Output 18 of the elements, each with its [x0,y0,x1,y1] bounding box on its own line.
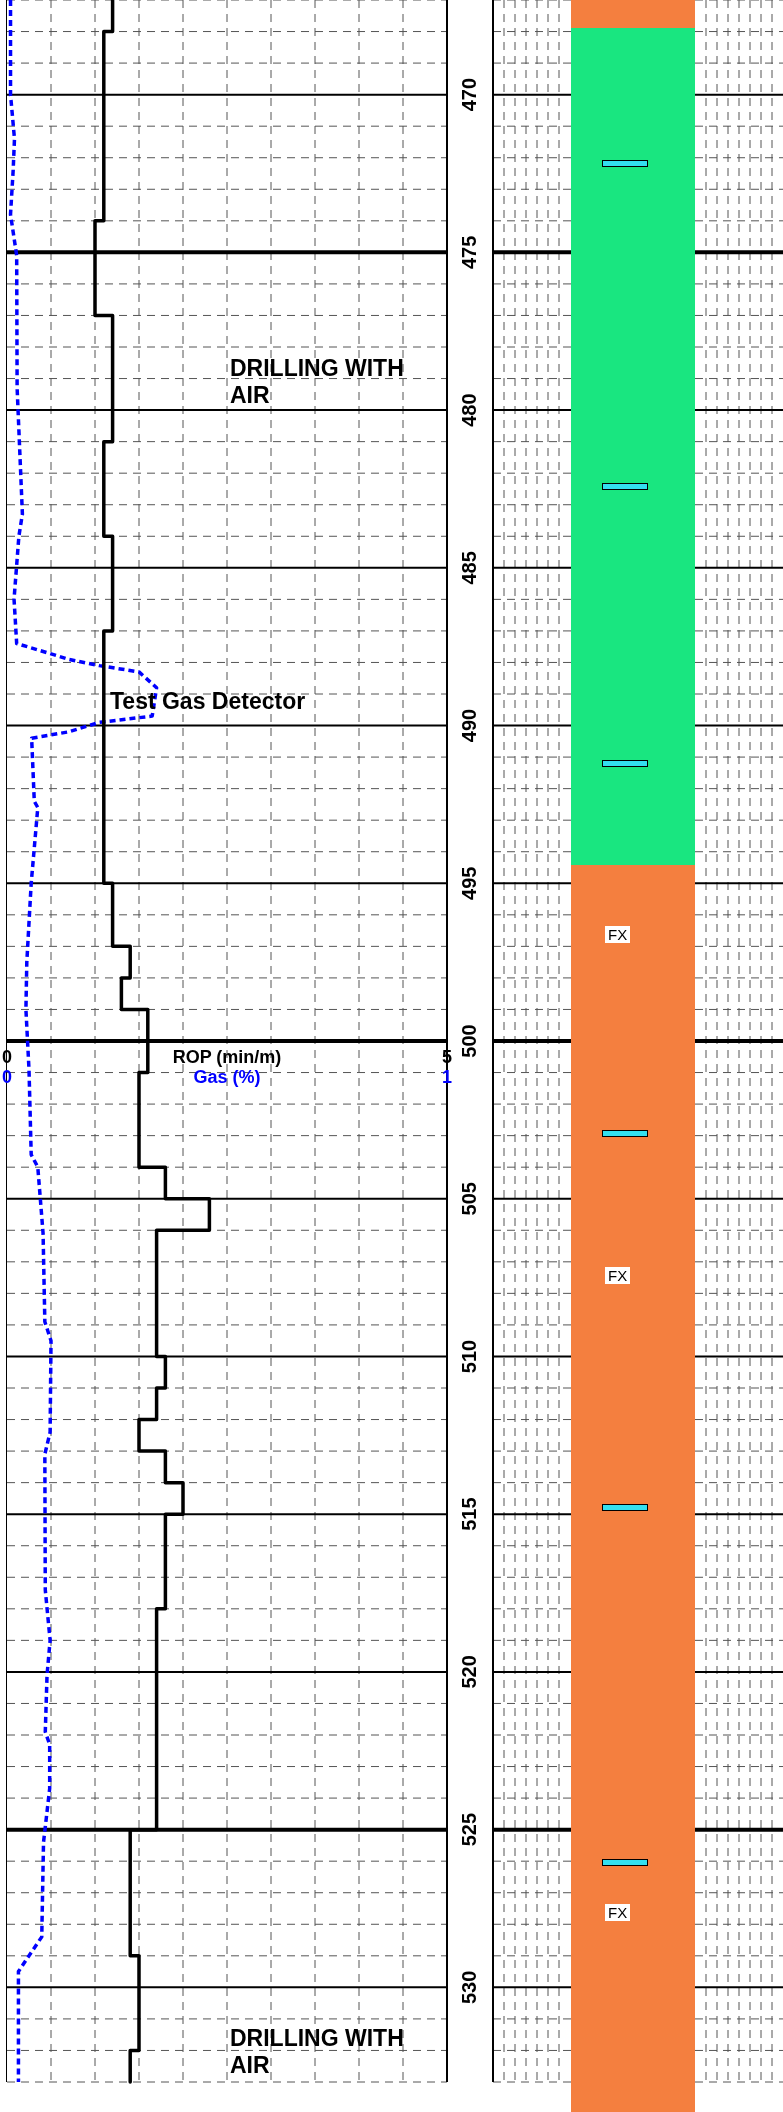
y-tick-label: 495 [457,866,480,900]
y-tick-label: 525 [457,1812,480,1847]
y-tick-label: 520 [457,1655,480,1689]
y-tick-label: 480 [457,393,480,427]
y-tick-label: 510 [457,1339,480,1374]
y-tick-label: 475 [457,235,480,270]
x-axis-title: ROP (min/m) [172,1047,282,1067]
annotation: Test Gas Detector [110,688,307,715]
annotation: DRILLING WITH AIR [230,355,405,409]
annotation: DRILLING WITH AIR [230,2025,405,2079]
y-tick-label: 485 [457,551,480,585]
y-tick-label: 530 [457,1970,480,2005]
y-tick-label: 490 [457,708,480,743]
y-tick-label: 470 [457,77,480,112]
y-tick-label: 515 [457,1497,480,1531]
y-tick-label: 505 [457,1182,480,1216]
x2-axis-title: Gas (%) [193,1067,261,1087]
y-tick-label: 500 [457,1024,480,1058]
